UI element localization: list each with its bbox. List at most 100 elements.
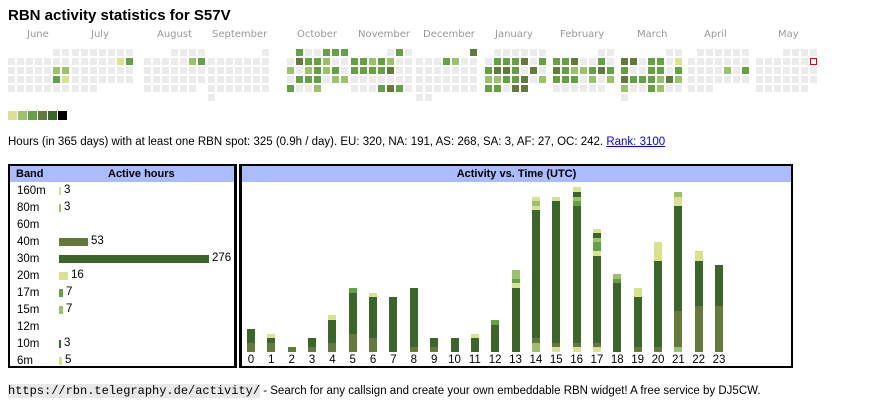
- day-cell[interactable]: [369, 58, 376, 65]
- day-cell[interactable]: [405, 76, 412, 83]
- day-cell[interactable]: [126, 67, 133, 74]
- day-cell[interactable]: [724, 58, 731, 65]
- day-cell[interactable]: [503, 58, 510, 65]
- day-cell[interactable]: [287, 76, 294, 83]
- day-cell[interactable]: [425, 76, 432, 83]
- day-cell[interactable]: [792, 49, 799, 56]
- day-cell[interactable]: [598, 85, 605, 92]
- day-cell[interactable]: [801, 49, 808, 56]
- day-cell[interactable]: [332, 49, 339, 56]
- day-cell[interactable]: [108, 67, 115, 74]
- day-cell[interactable]: [198, 58, 205, 65]
- day-cell[interactable]: [72, 67, 79, 74]
- day-cell[interactable]: [630, 58, 637, 65]
- day-cell[interactable]: [783, 49, 790, 56]
- day-cell[interactable]: [783, 58, 790, 65]
- day-cell[interactable]: [35, 76, 42, 83]
- day-cell[interactable]: [153, 76, 160, 83]
- day-cell[interactable]: [244, 58, 251, 65]
- day-cell[interactable]: [296, 58, 303, 65]
- day-cell[interactable]: [648, 58, 655, 65]
- day-cell[interactable]: [44, 76, 51, 83]
- day-cell[interactable]: [387, 67, 394, 74]
- day-cell[interactable]: [810, 58, 817, 65]
- day-cell[interactable]: [387, 85, 394, 92]
- day-cell[interactable]: [675, 58, 682, 65]
- day-cell[interactable]: [494, 49, 501, 56]
- day-cell[interactable]: [26, 67, 33, 74]
- day-cell[interactable]: [117, 49, 124, 56]
- day-cell[interactable]: [416, 85, 423, 92]
- day-cell[interactable]: [62, 67, 69, 74]
- day-cell[interactable]: [90, 49, 97, 56]
- day-cell[interactable]: [62, 85, 69, 92]
- day-cell[interactable]: [503, 76, 510, 83]
- day-cell[interactable]: [443, 76, 450, 83]
- day-cell[interactable]: [117, 58, 124, 65]
- day-cell[interactable]: [332, 67, 339, 74]
- day-cell[interactable]: [323, 67, 330, 74]
- day-cell[interactable]: [742, 67, 749, 74]
- day-cell[interactable]: [639, 67, 646, 74]
- day-cell[interactable]: [562, 67, 569, 74]
- day-cell[interactable]: [81, 58, 88, 65]
- day-cell[interactable]: [378, 76, 385, 83]
- day-cell[interactable]: [792, 58, 799, 65]
- day-cell[interactable]: [253, 85, 260, 92]
- day-cell[interactable]: [8, 58, 15, 65]
- day-cell[interactable]: [756, 67, 763, 74]
- day-cell[interactable]: [425, 67, 432, 74]
- day-cell[interactable]: [443, 67, 450, 74]
- day-cell[interactable]: [697, 76, 704, 83]
- day-cell[interactable]: [425, 94, 432, 101]
- day-cell[interactable]: [621, 58, 628, 65]
- day-cell[interactable]: [198, 76, 205, 83]
- day-cell[interactable]: [217, 58, 224, 65]
- day-cell[interactable]: [461, 67, 468, 74]
- day-cell[interactable]: [262, 67, 269, 74]
- day-cell[interactable]: [235, 67, 242, 74]
- day-cell[interactable]: [44, 67, 51, 74]
- day-cell[interactable]: [369, 76, 376, 83]
- day-cell[interactable]: [733, 49, 740, 56]
- day-cell[interactable]: [666, 67, 673, 74]
- day-cell[interactable]: [305, 67, 312, 74]
- day-cell[interactable]: [562, 58, 569, 65]
- day-cell[interactable]: [396, 49, 403, 56]
- day-cell[interactable]: [396, 76, 403, 83]
- day-cell[interactable]: [90, 85, 97, 92]
- day-cell[interactable]: [62, 76, 69, 83]
- day-cell[interactable]: [580, 85, 587, 92]
- day-cell[interactable]: [296, 85, 303, 92]
- day-cell[interactable]: [387, 76, 394, 83]
- day-cell[interactable]: [470, 58, 477, 65]
- day-cell[interactable]: [208, 76, 215, 83]
- day-cell[interactable]: [198, 67, 205, 74]
- day-cell[interactable]: [405, 85, 412, 92]
- day-cell[interactable]: [305, 76, 312, 83]
- day-cell[interactable]: [774, 67, 781, 74]
- day-cell[interactable]: [314, 76, 321, 83]
- day-cell[interactable]: [648, 67, 655, 74]
- day-cell[interactable]: [697, 58, 704, 65]
- day-cell[interactable]: [675, 67, 682, 74]
- day-cell[interactable]: [217, 67, 224, 74]
- day-cell[interactable]: [244, 76, 251, 83]
- day-cell[interactable]: [657, 85, 664, 92]
- day-cell[interactable]: [494, 85, 501, 92]
- day-cell[interactable]: [369, 85, 376, 92]
- day-cell[interactable]: [553, 67, 560, 74]
- day-cell[interactable]: [589, 67, 596, 74]
- day-cell[interactable]: [756, 58, 763, 65]
- day-cell[interactable]: [512, 58, 519, 65]
- day-cell[interactable]: [180, 67, 187, 74]
- day-cell[interactable]: [81, 76, 88, 83]
- day-cell[interactable]: [53, 67, 60, 74]
- day-cell[interactable]: [607, 58, 614, 65]
- day-cell[interactable]: [108, 58, 115, 65]
- day-cell[interactable]: [99, 76, 106, 83]
- day-cell[interactable]: [26, 85, 33, 92]
- day-cell[interactable]: [697, 67, 704, 74]
- day-cell[interactable]: [17, 76, 24, 83]
- day-cell[interactable]: [452, 58, 459, 65]
